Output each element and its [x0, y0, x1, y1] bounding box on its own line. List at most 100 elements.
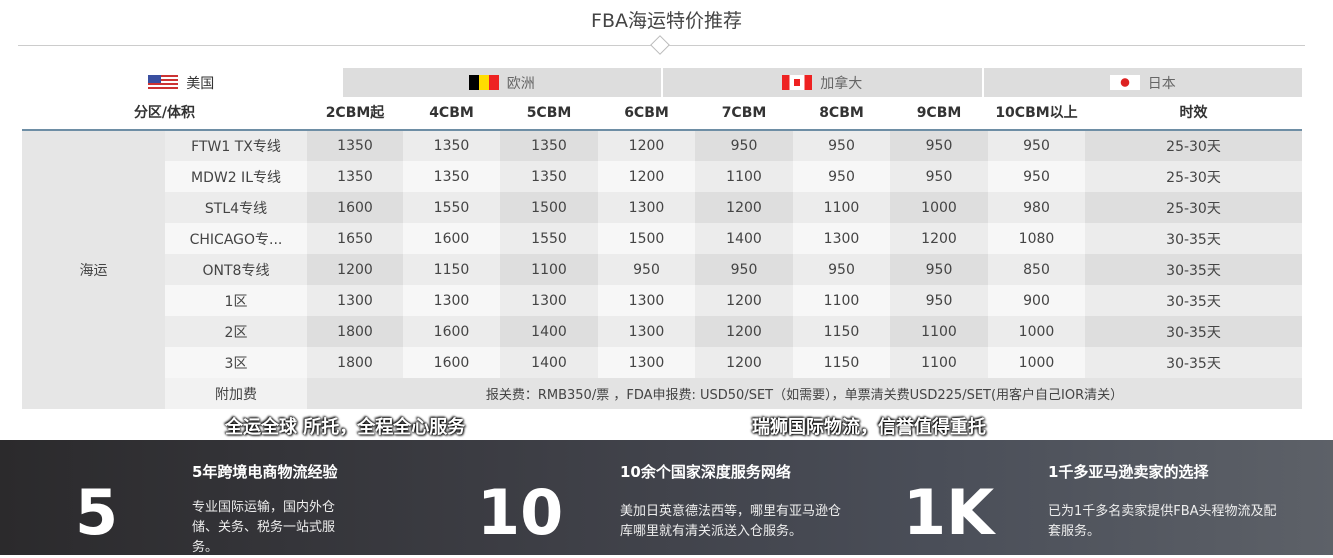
route-cell: CHICAGO专...: [165, 223, 307, 254]
table-header: 分区/体积 2CBM起 4CBM 5CBM 6CBM 7CBM 8CBM 9CBM 10CBM以…: [22, 97, 1302, 131]
belgium-flag-icon: [468, 75, 499, 90]
column-header: 时效: [1085, 97, 1302, 131]
price-cell: 1200: [598, 161, 695, 192]
price-cell: 1000: [988, 316, 1085, 347]
price-cell: 950: [793, 130, 890, 161]
us-flag-icon: [148, 75, 179, 90]
stat-number: 10: [477, 476, 564, 549]
price-cell: 1300: [598, 285, 695, 316]
price-cell: 1200: [695, 347, 793, 378]
table-row: ONT8专线 1200 1150 1100 950 950 950 950 850 30-35天: [22, 254, 1302, 285]
price-cell: 1550: [500, 223, 598, 254]
diamond-ornament: [650, 35, 670, 55]
price-cell: 1350: [403, 161, 500, 192]
price-cell: 850: [988, 254, 1085, 285]
stat-number: 1K: [903, 476, 995, 549]
price-cell: 950: [598, 254, 695, 285]
route-cell: MDW2 IL专线: [165, 161, 307, 192]
surcharge-row: 附加费 报关费：RMB350/票 ，FDA申报费: USD50/SET（如需要），…: [22, 378, 1302, 409]
price-cell: 1000: [988, 347, 1085, 378]
price-cell: 980: [988, 192, 1085, 223]
price-cell: 1500: [500, 192, 598, 223]
price-cell: 1350: [500, 130, 598, 161]
route-cell: 1区: [165, 285, 307, 316]
price-cell: 950: [695, 130, 793, 161]
price-cell: 1000: [890, 192, 988, 223]
stat-desc: 已为1千多名卖家提供FBA头程物流及配套服务。: [1048, 504, 1277, 539]
price-cell: 1500: [598, 223, 695, 254]
price-cell: 950: [890, 254, 988, 285]
price-cell: 1350: [403, 130, 500, 161]
price-cell: 950: [793, 161, 890, 192]
japan-flag-icon: [1109, 75, 1140, 90]
price-cell: 1200: [695, 285, 793, 316]
section-title: FBA海运特价推荐: [591, 10, 742, 32]
price-cell: 1600: [403, 223, 500, 254]
price-cell: 1400: [500, 347, 598, 378]
price-cell: 1080: [988, 223, 1085, 254]
price-cell: 1150: [403, 254, 500, 285]
price-cell: 1200: [695, 192, 793, 223]
tab-usa[interactable]: 美国: [22, 68, 341, 97]
price-cell: 950: [988, 130, 1085, 161]
column-header: 7CBM: [695, 97, 793, 131]
column-header: 5CBM: [500, 97, 598, 131]
table-row: 1区 1300 1300 1300 1300 1200 1100 950 900 30-35天: [22, 285, 1302, 316]
price-cell: 950: [890, 285, 988, 316]
stat-number: 5: [75, 476, 119, 549]
price-cell: 1300: [403, 285, 500, 316]
time-cell: 25-30天: [1085, 161, 1302, 192]
price-cell: 950: [890, 130, 988, 161]
price-cell: 1300: [598, 316, 695, 347]
price-cell: 1650: [307, 223, 403, 254]
slogan-left: 全运全球 所托，全程全心服务: [225, 417, 466, 438]
time-cell: 25-30天: [1085, 192, 1302, 223]
price-cell: 950: [695, 254, 793, 285]
price-cell: 1600: [403, 347, 500, 378]
surcharge-text: 报关费：RMB350/票 ，FDA申报费: USD50/SET（如需要），单票清…: [307, 378, 1302, 409]
table-row: 3区 1800 1600 1400 1300 1200 1150 1100 1000 30-35天: [22, 347, 1302, 378]
column-header: 6CBM: [598, 97, 695, 131]
price-cell: 1100: [793, 285, 890, 316]
route-cell: STL4专线: [165, 192, 307, 223]
price-cell: 1550: [403, 192, 500, 223]
price-cell: 1100: [695, 161, 793, 192]
price-cell: 950: [890, 161, 988, 192]
price-cell: 1200: [598, 130, 695, 161]
price-cell: 1300: [307, 285, 403, 316]
column-header: 10CBM以上: [988, 97, 1085, 131]
price-cell: 900: [988, 285, 1085, 316]
table-row: MDW2 IL专线 1350 1350 1350 1200 1100 950 950 950 25…: [22, 161, 1302, 192]
tab-europe[interactable]: 欧洲: [342, 68, 661, 97]
price-cell: 950: [988, 161, 1085, 192]
price-cell: 1350: [500, 161, 598, 192]
country-tabs: 美国 欧洲 加拿大 日本: [22, 68, 1302, 97]
price-cell: 1800: [307, 347, 403, 378]
table-row: CHICAGO专... 1650 1600 1550 1500 1400 1300 1200 1…: [22, 223, 1302, 254]
tab-label: 日本: [1147, 75, 1176, 92]
route-cell: ONT8专线: [165, 254, 307, 285]
time-cell: 30-35天: [1085, 254, 1302, 285]
price-table: 分区/体积 2CBM起 4CBM 5CBM 6CBM 7CBM 8CBM 9CBM 10CBM以…: [22, 97, 1302, 409]
column-header: 9CBM: [890, 97, 988, 131]
price-cell: 1150: [793, 347, 890, 378]
tab-label: 欧洲: [506, 75, 535, 92]
time-cell: 30-35天: [1085, 285, 1302, 316]
stats-banner: 5 5年跨境电商物流经验 专业国际运输，国内外仓储、关务、税务一站式服务。 10…: [0, 440, 1333, 555]
stat-heading: 5年跨境电商物流经验: [192, 463, 338, 481]
surcharge-label: 附加费: [165, 378, 307, 409]
tab-label: 加拿大: [820, 75, 863, 92]
column-header: 8CBM: [793, 97, 890, 131]
stat-heading: 10余个国家深度服务网络: [620, 463, 791, 481]
time-cell: 30-35天: [1085, 347, 1302, 378]
column-header: 4CBM: [403, 97, 500, 131]
table-row: 2区 1800 1600 1400 1300 1200 1150 1100 1000 30-35天: [22, 316, 1302, 347]
column-header: 分区/体积: [22, 97, 307, 131]
price-cell: 1350: [307, 161, 403, 192]
price-cell: 1300: [598, 192, 695, 223]
time-cell: 30-35天: [1085, 223, 1302, 254]
price-cell: 1150: [793, 316, 890, 347]
tab-canada[interactable]: 加拿大: [663, 68, 982, 97]
time-cell: 25-30天: [1085, 130, 1302, 161]
tab-japan[interactable]: 日本: [983, 68, 1302, 97]
